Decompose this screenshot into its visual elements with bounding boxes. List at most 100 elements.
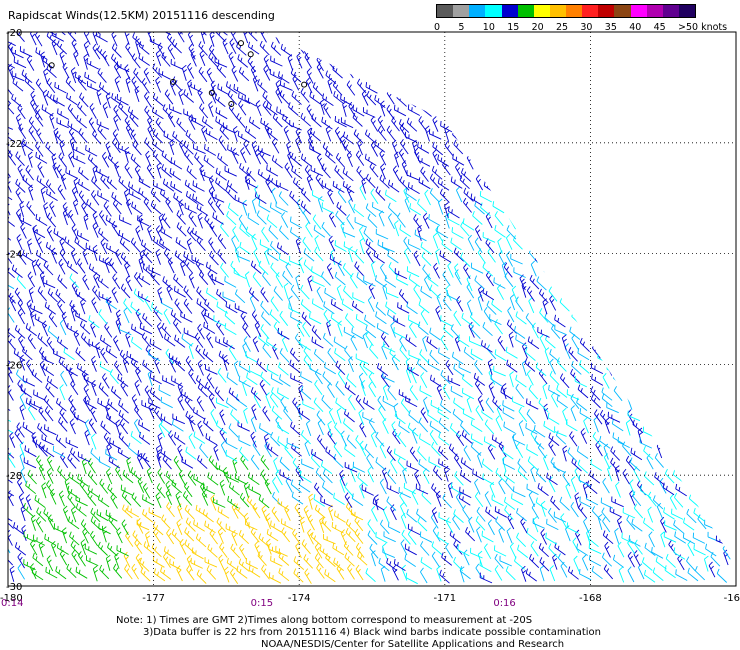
wind-barb (479, 190, 493, 203)
wind-barb (99, 210, 107, 226)
wind-barb (526, 409, 536, 425)
wind-barb (397, 432, 407, 448)
wind-barb (710, 495, 719, 511)
wind-barb (613, 76, 620, 93)
wind-barb (238, 375, 251, 388)
wind-barb (352, 461, 366, 473)
wind-barb (724, 294, 730, 311)
wind-barb (375, 457, 387, 471)
wind-barb (480, 161, 486, 178)
wind-barb (157, 468, 165, 484)
wind-barb (277, 387, 290, 400)
wind-barb (557, 45, 569, 59)
wind-barb (485, 212, 493, 229)
wind-barb (602, 89, 609, 106)
wind-barb (152, 129, 163, 144)
wind-barb (147, 125, 154, 141)
wind-barb (166, 284, 173, 301)
wind-barb (201, 489, 209, 506)
wind-barb (330, 312, 342, 326)
wind-barb (567, 299, 578, 314)
wind-barb (574, 376, 587, 388)
wind-barb (84, 71, 97, 84)
wind-barb (217, 83, 230, 96)
wind-barb (98, 291, 112, 303)
wind-barb (584, 49, 591, 66)
wind-barb (8, 328, 16, 339)
wind-barb (598, 76, 604, 93)
wind-barb (34, 32, 43, 47)
wind-barb (15, 187, 23, 204)
wind-barb (686, 112, 696, 128)
wind-barb (576, 286, 588, 299)
wind-barb (270, 55, 283, 67)
wind-barb (557, 273, 569, 287)
wind-barb (9, 565, 15, 582)
wind-barb (234, 289, 246, 304)
wind-barb (503, 262, 513, 278)
wind-barb (613, 386, 623, 402)
wind-barb (152, 555, 165, 568)
wind-barb (602, 530, 614, 545)
wind-barb (131, 323, 144, 336)
wind-barb (460, 221, 470, 237)
wind-barb (187, 62, 195, 79)
wind-barb (386, 557, 398, 572)
wind-barb (224, 165, 237, 177)
wind-barb (62, 202, 70, 219)
wind-barb (438, 458, 451, 470)
wind-barb (118, 324, 132, 336)
wind-barb (485, 397, 494, 413)
wind-barb (560, 513, 568, 529)
wind-barb (20, 505, 26, 522)
wind-barb (465, 92, 471, 109)
wind-barb (477, 395, 485, 412)
wind-barb (324, 569, 336, 583)
wind-barb (31, 431, 38, 448)
wind-barb (549, 565, 556, 582)
wind-barb (350, 334, 358, 351)
wind-barb (30, 98, 37, 115)
wind-barb (585, 493, 599, 506)
wind-barb (552, 184, 560, 200)
wind-barb (686, 325, 699, 338)
wind-barb (137, 291, 151, 303)
wind-barb (298, 479, 311, 493)
wind-barb (470, 419, 483, 432)
wind-barb (687, 567, 699, 582)
wind-barb (651, 191, 664, 204)
wind-barb (24, 445, 37, 458)
wind-barb (431, 483, 441, 498)
wind-barb (90, 507, 101, 523)
wind-barb (68, 471, 80, 485)
wind-barb (665, 350, 678, 363)
wind-barb (327, 348, 336, 364)
wind-barb (663, 507, 675, 520)
wind-barb (289, 359, 301, 373)
wind-barb (644, 323, 656, 337)
wind-barb (430, 32, 443, 35)
wind-barb (385, 301, 397, 315)
wind-barb (643, 471, 655, 486)
wind-barb (524, 142, 537, 155)
wind-barb (492, 201, 505, 214)
wind-barb (100, 347, 108, 364)
wind-barb (316, 563, 325, 579)
wind-barb (79, 320, 91, 335)
wind-barb (613, 294, 620, 311)
wind-barb (278, 567, 290, 582)
wind-barb (626, 515, 636, 530)
wind-barb (698, 418, 709, 433)
wind-barb (440, 32, 452, 45)
wind-barb (99, 478, 109, 494)
wind-barb (397, 212, 406, 228)
wind-barb (592, 343, 601, 359)
wind-barb (362, 412, 375, 424)
wind-barb (23, 559, 36, 571)
legend-swatch (485, 5, 502, 17)
wind-barb (399, 336, 407, 352)
wind-plot: -20 -22 -24 -26 -28 -30 -180 -177 -174 -171 -168 -1… (0, 28, 740, 604)
wind-barb (291, 165, 303, 180)
wind-barb (498, 478, 506, 495)
wind-barb (432, 465, 443, 481)
